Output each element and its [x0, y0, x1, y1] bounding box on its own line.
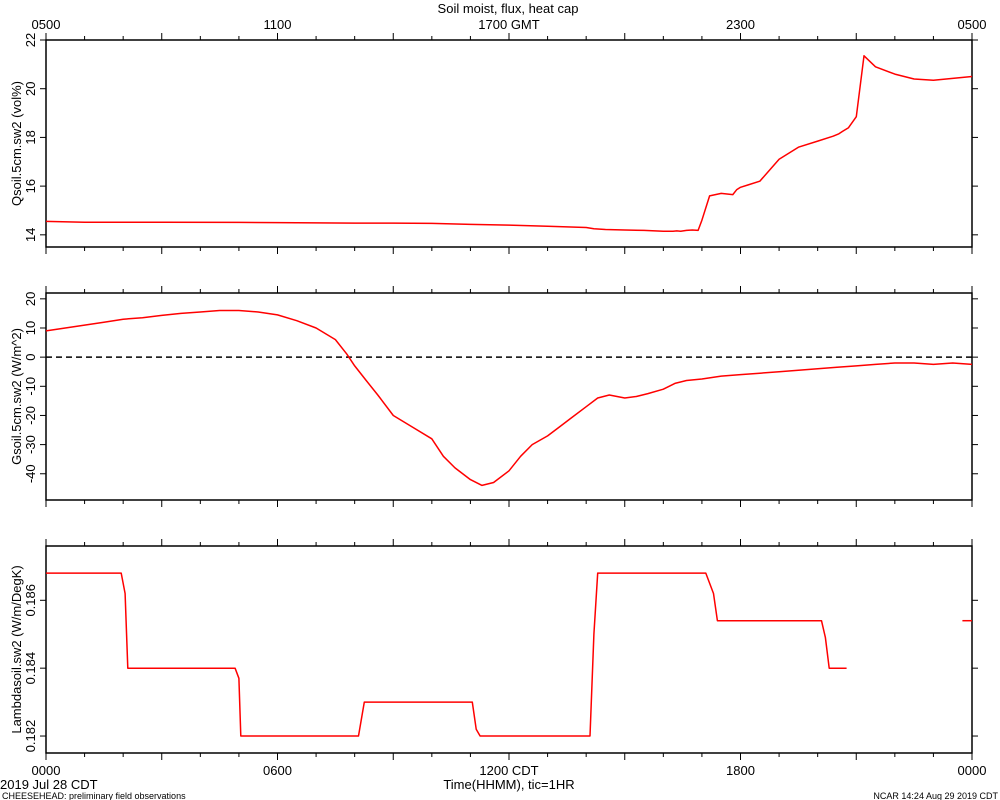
bottom-axis-tick-labels: 0000 0600 1200 CDT 1800 0000 — [32, 763, 987, 778]
y-tick-label: 16 — [23, 179, 38, 193]
y-tick-label: 0.182 — [23, 720, 38, 753]
y-tick-label: 14 — [23, 228, 38, 242]
chart-title: Soil moist, flux, heat cap — [438, 1, 579, 16]
y-tick-label: -20 — [23, 406, 38, 425]
y-tick-label: -40 — [23, 464, 38, 483]
top-tick-label: 2300 — [726, 17, 755, 32]
soil-moisture-panel: 14 16 18 20 22 Qsoil.5cm.sw2 (vol%) — [9, 33, 978, 254]
footer-right-note: NCAR 14:24 Aug 29 2019 CDT — [873, 791, 998, 800]
y-tick-label: 20 — [23, 81, 38, 95]
y-axis-label: Qsoil.5cm.sw2 (vol%) — [9, 81, 24, 206]
bottom-tick-label: 0000 — [958, 763, 987, 778]
bottom-tick-label: 1200 CDT — [479, 763, 538, 778]
top-axis-tick-labels: 0500 1100 1700 GMT 2300 0500 — [32, 17, 987, 32]
panel-frame — [45, 545, 973, 754]
bottom-tick-label: 0000 — [32, 763, 61, 778]
top-tick-label: 1100 — [264, 17, 292, 32]
y-tick-label: 0.184 — [23, 652, 38, 685]
panel-frame — [45, 292, 973, 501]
y-tick-label: 0.186 — [23, 584, 38, 617]
series-line — [45, 55, 973, 232]
top-tick-label: 0500 — [958, 17, 987, 32]
date-label: 2019 Jul 28 CDT — [0, 777, 98, 792]
y-tick-label: -30 — [23, 435, 38, 454]
top-tick-label: 0500 — [32, 17, 61, 32]
series-line — [46, 572, 847, 737]
y-tick-label: 20 — [23, 292, 38, 306]
y-tick-label: 18 — [23, 130, 38, 144]
bottom-tick-label: 1800 — [726, 763, 755, 778]
panel-frame — [45, 39, 973, 248]
x-axis-label: Time(HHMM), tic=1HR — [443, 777, 574, 792]
soil-heat-flux-panel: -40 -30 -20 -10 0 10 20 Gsoil.5cm.sw2 (W/m^2) — [9, 286, 978, 507]
bottom-tick-label: 0600 — [263, 763, 292, 778]
y-tick-label: 10 — [23, 321, 38, 335]
y-tick-label: -10 — [23, 377, 38, 396]
y-axis-label: Gsoil.5cm.sw2 (W/m^2) — [9, 328, 24, 465]
y-tick-label: 0 — [23, 354, 38, 361]
y-tick-label: 22 — [23, 33, 38, 47]
top-tick-label: 1700 GMT — [478, 17, 539, 32]
footer-left-note: CHEESEHEAD: preliminary field observatio… — [2, 791, 186, 800]
y-axis-label: Lambdasoil.sw2 (W/m/DegK) — [9, 565, 24, 733]
series-line — [45, 309, 973, 487]
